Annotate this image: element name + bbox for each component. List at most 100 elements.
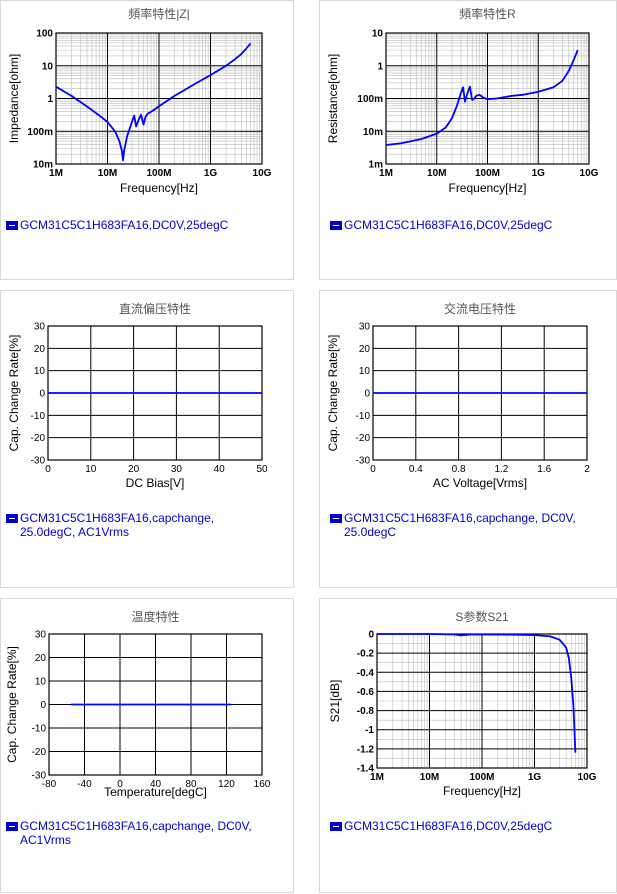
y-tick-label: -20 xyxy=(356,433,371,444)
x-tick-label: 0 xyxy=(45,464,51,475)
x-tick-label: 100M xyxy=(146,168,171,179)
x-tick-label: 100M xyxy=(475,168,500,179)
chart-title: 交流电压特性 xyxy=(444,301,516,316)
legend-swatch-icon xyxy=(330,221,342,230)
y-tick-label: -30 xyxy=(31,456,46,467)
y-tick-label: 100m xyxy=(357,94,383,105)
y-tick-label: -0.8 xyxy=(357,706,375,717)
x-tick-label: 1M xyxy=(370,772,384,783)
x-axis-label: Temperature[degC] xyxy=(104,785,207,799)
x-tick-label: 1M xyxy=(49,168,63,179)
y-tick-label: 20 xyxy=(35,653,47,664)
legend: GCM31C5C1H683FA16,capchange, DC0V, 25.0de… xyxy=(330,511,576,539)
x-tick-label: 30 xyxy=(171,464,183,475)
y-tick-label: 20 xyxy=(359,344,371,355)
legend-swatch-icon xyxy=(6,822,18,831)
y-tick-label: 10 xyxy=(35,677,47,688)
legend-line: GCM31C5C1H683FA16,capchange, DC0V, xyxy=(344,511,576,525)
grid xyxy=(385,32,590,165)
y-axis-label: Cap. Change Rate[%] xyxy=(326,335,340,452)
x-tick-label: 160 xyxy=(254,779,271,790)
x-tick-label: 10M xyxy=(427,168,446,179)
legend-line: 25.0degC xyxy=(344,525,397,539)
x-tick-label: 10 xyxy=(85,464,97,475)
dc-bias-chart: 直流偏压特性 0 10 20 30 40 50 30 20 10 0 -10 -20 -30 DC Bias… xyxy=(7,301,268,490)
x-tick-label: 0.8 xyxy=(452,464,466,475)
x-tick-label: 10G xyxy=(580,168,599,179)
y-tick-label: 100m xyxy=(27,127,53,138)
y-tick-label: 0 xyxy=(40,700,46,711)
y-axis-label: S21[dB] xyxy=(328,680,342,723)
legend-line: GCM31C5C1H683FA16,DC0V,25degC xyxy=(344,218,553,232)
y-tick-label: -30 xyxy=(32,771,47,782)
temperature-chart: 温度特性 -80 -40 0 40 80 120 160 30 20 10 0 -10 -20 -30 Tem… xyxy=(5,609,271,799)
legend-text: GCM31C5C1H683FA16,capchange, 25.0degC, AC… xyxy=(20,511,214,539)
x-tick-label: 1G xyxy=(204,168,218,179)
x-tick-label: -40 xyxy=(77,779,92,790)
resistance-chart: 頻率特性R 1M 10M 100M 1G 10G 1m 10m 100m 1 10 Frequency… xyxy=(326,6,599,195)
y-tick-label: -20 xyxy=(31,433,46,444)
x-axis-label: AC Voltage[Vrms] xyxy=(433,476,527,490)
x-tick-label: 120 xyxy=(218,779,235,790)
plot-frame xyxy=(385,32,590,165)
temperature-chart-panel: 温度特性 -80 -40 0 40 80 120 160 30 20 10 0 -10 -20 -30 Tem… xyxy=(0,598,294,893)
chart-title: S参数S21 xyxy=(455,609,509,624)
y-tick-label: -1.4 xyxy=(357,764,375,775)
x-tick-label: 80 xyxy=(185,779,197,790)
y-tick-label: -1 xyxy=(365,725,374,736)
x-tick-label: 1.6 xyxy=(537,464,551,475)
y-tick-label: 10 xyxy=(372,29,384,40)
legend-text: GCM31C5C1H683FA16,DC0V,25degC xyxy=(344,819,552,833)
y-tick-label: -20 xyxy=(32,747,47,758)
y-tick-label: 10 xyxy=(42,61,54,72)
chart-title: 温度特性 xyxy=(131,609,179,624)
plot-frame xyxy=(48,633,263,776)
y-tick-label: -10 xyxy=(32,724,47,735)
legend: GCM31C5C1H683FA16,capchange, DC0V, AC1Vrm… xyxy=(6,819,252,847)
series-line xyxy=(377,633,577,753)
y-axis-label: Resistance[ohm] xyxy=(326,54,340,143)
legend-swatch-icon xyxy=(6,221,18,230)
legend-line: 25.0degC, AC1Vrms xyxy=(20,525,129,539)
x-tick-label: 1M xyxy=(379,168,393,179)
chart-title: 頻率特性|Z| xyxy=(128,6,190,21)
x-tick-label: 40 xyxy=(214,464,226,475)
x-tick-label: 10M xyxy=(420,772,439,783)
x-tick-label: 50 xyxy=(256,464,268,475)
y-tick-label: -10 xyxy=(31,411,46,422)
series-line xyxy=(385,49,579,146)
x-tick-label: 40 xyxy=(150,779,162,790)
chart-title: 頻率特性R xyxy=(459,6,516,21)
x-axis-label: Frequency[Hz] xyxy=(443,784,521,798)
ac-voltage-chart-panel: 交流电压特性 0 0.4 0.8 1.2 1.6 2 30 20 10 0 -10 -20 -30 AC V… xyxy=(319,290,617,588)
x-axis-label: DC Bias[V] xyxy=(126,476,185,490)
legend: GCM31C5C1H683FA16,DC0V,25degC xyxy=(330,218,552,232)
grid xyxy=(376,633,588,769)
x-tick-label: 10G xyxy=(253,168,272,179)
x-tick-label: -80 xyxy=(42,779,57,790)
y-tick-label: -30 xyxy=(356,456,371,467)
y-tick-label: 30 xyxy=(35,630,47,641)
grid xyxy=(55,32,263,165)
x-axis-label: Frequency[Hz] xyxy=(448,181,526,195)
y-tick-label: 0 xyxy=(368,630,374,641)
legend-line: GCM31C5C1H683FA16,capchange, xyxy=(20,511,215,525)
x-tick-label: 2 xyxy=(584,464,590,475)
y-tick-label: 0 xyxy=(364,389,370,400)
x-tick-label: 100M xyxy=(469,772,494,783)
dc-bias-chart-panel: 直流偏压特性 0 10 20 30 40 50 30 20 10 0 -10 -20 -30 DC Bias… xyxy=(0,290,294,588)
legend-text: GCM31C5C1H683FA16,DC0V,25degC xyxy=(20,218,228,232)
plot-frame xyxy=(55,32,263,165)
legend-text: GCM31C5C1H683FA16,capchange, DC0V, 25.0de… xyxy=(344,511,576,539)
y-tick-label: -1.2 xyxy=(357,744,375,755)
legend-swatch-icon xyxy=(330,514,342,523)
y-tick-label: 100 xyxy=(36,29,53,40)
y-tick-label: -0.2 xyxy=(357,649,375,660)
y-tick-label: -10 xyxy=(356,411,371,422)
y-tick-label: 10m xyxy=(363,127,383,138)
y-tick-label: 30 xyxy=(34,322,46,333)
y-tick-label: -0.6 xyxy=(357,687,375,698)
legend-swatch-icon xyxy=(330,822,342,831)
y-axis-label: Impedance[ohm] xyxy=(7,54,21,143)
x-tick-label: 0 xyxy=(117,779,123,790)
